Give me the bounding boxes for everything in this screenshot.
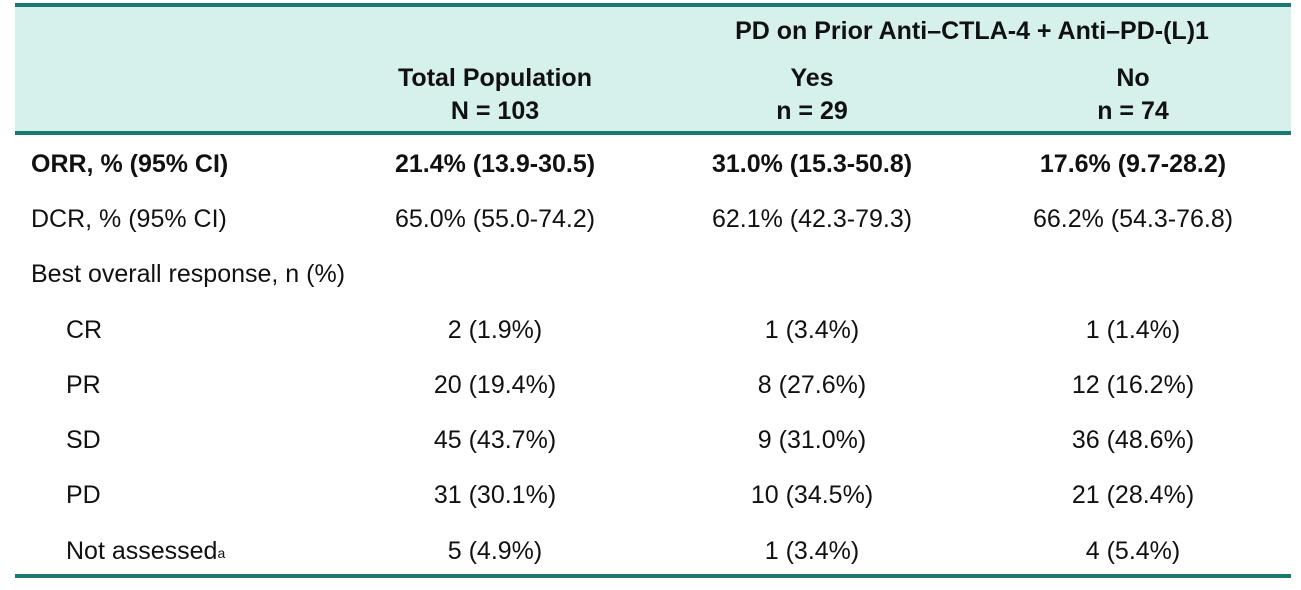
cell-orr-yes: 31.0% (15.3-50.8) bbox=[711, 150, 913, 178]
cell-not-assessed-no: 4 (5.4%) bbox=[1085, 537, 1181, 565]
table-top-rule bbox=[15, 3, 1291, 7]
cell-orr-total: 21.4% (13.9-30.5) bbox=[394, 150, 596, 178]
cell-pd-yes: 10 (34.5%) bbox=[750, 481, 874, 509]
cell-pr-no: 12 (16.2%) bbox=[1071, 371, 1195, 399]
cell-orr-no: 17.6% (9.7-28.2) bbox=[1039, 150, 1227, 178]
row-label-cr: CR bbox=[66, 316, 103, 344]
cell-cr-total: 2 (1.9%) bbox=[447, 316, 543, 344]
row-label-best-overall-response: Best overall response, n (%) bbox=[31, 260, 346, 288]
column-header-yes-n: n = 29 bbox=[776, 97, 848, 125]
footnote-marker: a bbox=[217, 545, 226, 561]
cell-dcr-total: 65.0% (55.0-74.2) bbox=[394, 205, 596, 233]
cell-sd-no: 36 (48.6%) bbox=[1071, 426, 1195, 454]
cell-cr-yes: 1 (3.4%) bbox=[764, 316, 860, 344]
row-label-dcr: DCR, % (95% CI) bbox=[31, 205, 227, 233]
cell-pr-yes: 8 (27.6%) bbox=[757, 371, 867, 399]
row-label-sd: SD bbox=[66, 426, 101, 454]
row-label-pd: PD bbox=[66, 481, 101, 509]
column-header-no-n: n = 74 bbox=[1097, 97, 1169, 125]
cell-pd-total: 31 (30.1%) bbox=[433, 481, 557, 509]
table-header bbox=[15, 7, 1291, 131]
cell-not-assessed-yes: 1 (3.4%) bbox=[764, 537, 860, 565]
column-header-yes-title: Yes bbox=[790, 64, 834, 92]
column-header-no-title: No bbox=[1116, 64, 1150, 92]
cell-sd-total: 45 (43.7%) bbox=[433, 426, 557, 454]
table-bottom-rule bbox=[15, 574, 1291, 578]
cell-dcr-no: 66.2% (54.3-76.8) bbox=[1032, 205, 1234, 233]
row-label-pr: PR bbox=[66, 371, 101, 399]
cell-pr-total: 20 (19.4%) bbox=[433, 371, 557, 399]
header-bottom-rule bbox=[15, 131, 1291, 135]
cell-cr-no: 1 (1.4%) bbox=[1085, 316, 1181, 344]
not-assessed-text: Not assessed bbox=[66, 537, 218, 565]
cell-not-assessed-total: 5 (4.9%) bbox=[447, 537, 543, 565]
group-header-label: PD on Prior Anti–CTLA-4 + Anti–PD-(L)1 bbox=[735, 17, 1209, 45]
row-label-not-assessed: Not assesseda bbox=[66, 537, 225, 565]
column-header-total-title: Total Population bbox=[398, 64, 592, 92]
cell-dcr-yes: 62.1% (42.3-79.3) bbox=[711, 205, 913, 233]
column-header-total-n: N = 103 bbox=[450, 97, 540, 125]
cell-pd-no: 21 (28.4%) bbox=[1071, 481, 1195, 509]
cell-sd-yes: 9 (31.0%) bbox=[757, 426, 867, 454]
row-label-orr: ORR, % (95% CI) bbox=[31, 150, 229, 178]
